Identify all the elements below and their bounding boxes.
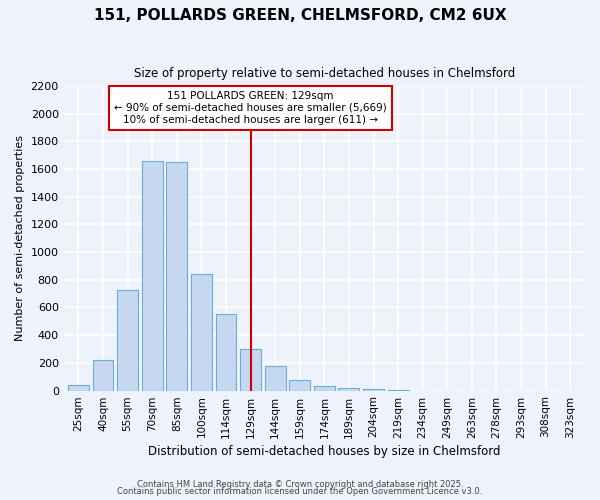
Bar: [117, 290, 138, 390]
Bar: [92, 360, 113, 390]
Bar: [142, 160, 163, 390]
Bar: [191, 274, 212, 390]
Text: 151 POLLARDS GREEN: 129sqm
← 90% of semi-detached houses are smaller (5,669)
10%: 151 POLLARDS GREEN: 129sqm ← 90% of semi…: [114, 92, 387, 124]
Bar: [314, 386, 335, 390]
Bar: [338, 388, 359, 390]
Bar: [363, 389, 384, 390]
Text: 151, POLLARDS GREEN, CHELMSFORD, CM2 6UX: 151, POLLARDS GREEN, CHELMSFORD, CM2 6UX: [94, 8, 506, 22]
Title: Size of property relative to semi-detached houses in Chelmsford: Size of property relative to semi-detach…: [134, 68, 515, 80]
Bar: [215, 314, 236, 390]
Y-axis label: Number of semi-detached properties: Number of semi-detached properties: [15, 135, 25, 341]
Bar: [166, 162, 187, 390]
Bar: [68, 385, 89, 390]
Text: Contains public sector information licensed under the Open Government Licence v3: Contains public sector information licen…: [118, 487, 482, 496]
Bar: [289, 380, 310, 390]
Bar: [240, 349, 261, 391]
Text: Contains HM Land Registry data © Crown copyright and database right 2025.: Contains HM Land Registry data © Crown c…: [137, 480, 463, 489]
Bar: [265, 366, 286, 390]
X-axis label: Distribution of semi-detached houses by size in Chelmsford: Distribution of semi-detached houses by …: [148, 444, 500, 458]
